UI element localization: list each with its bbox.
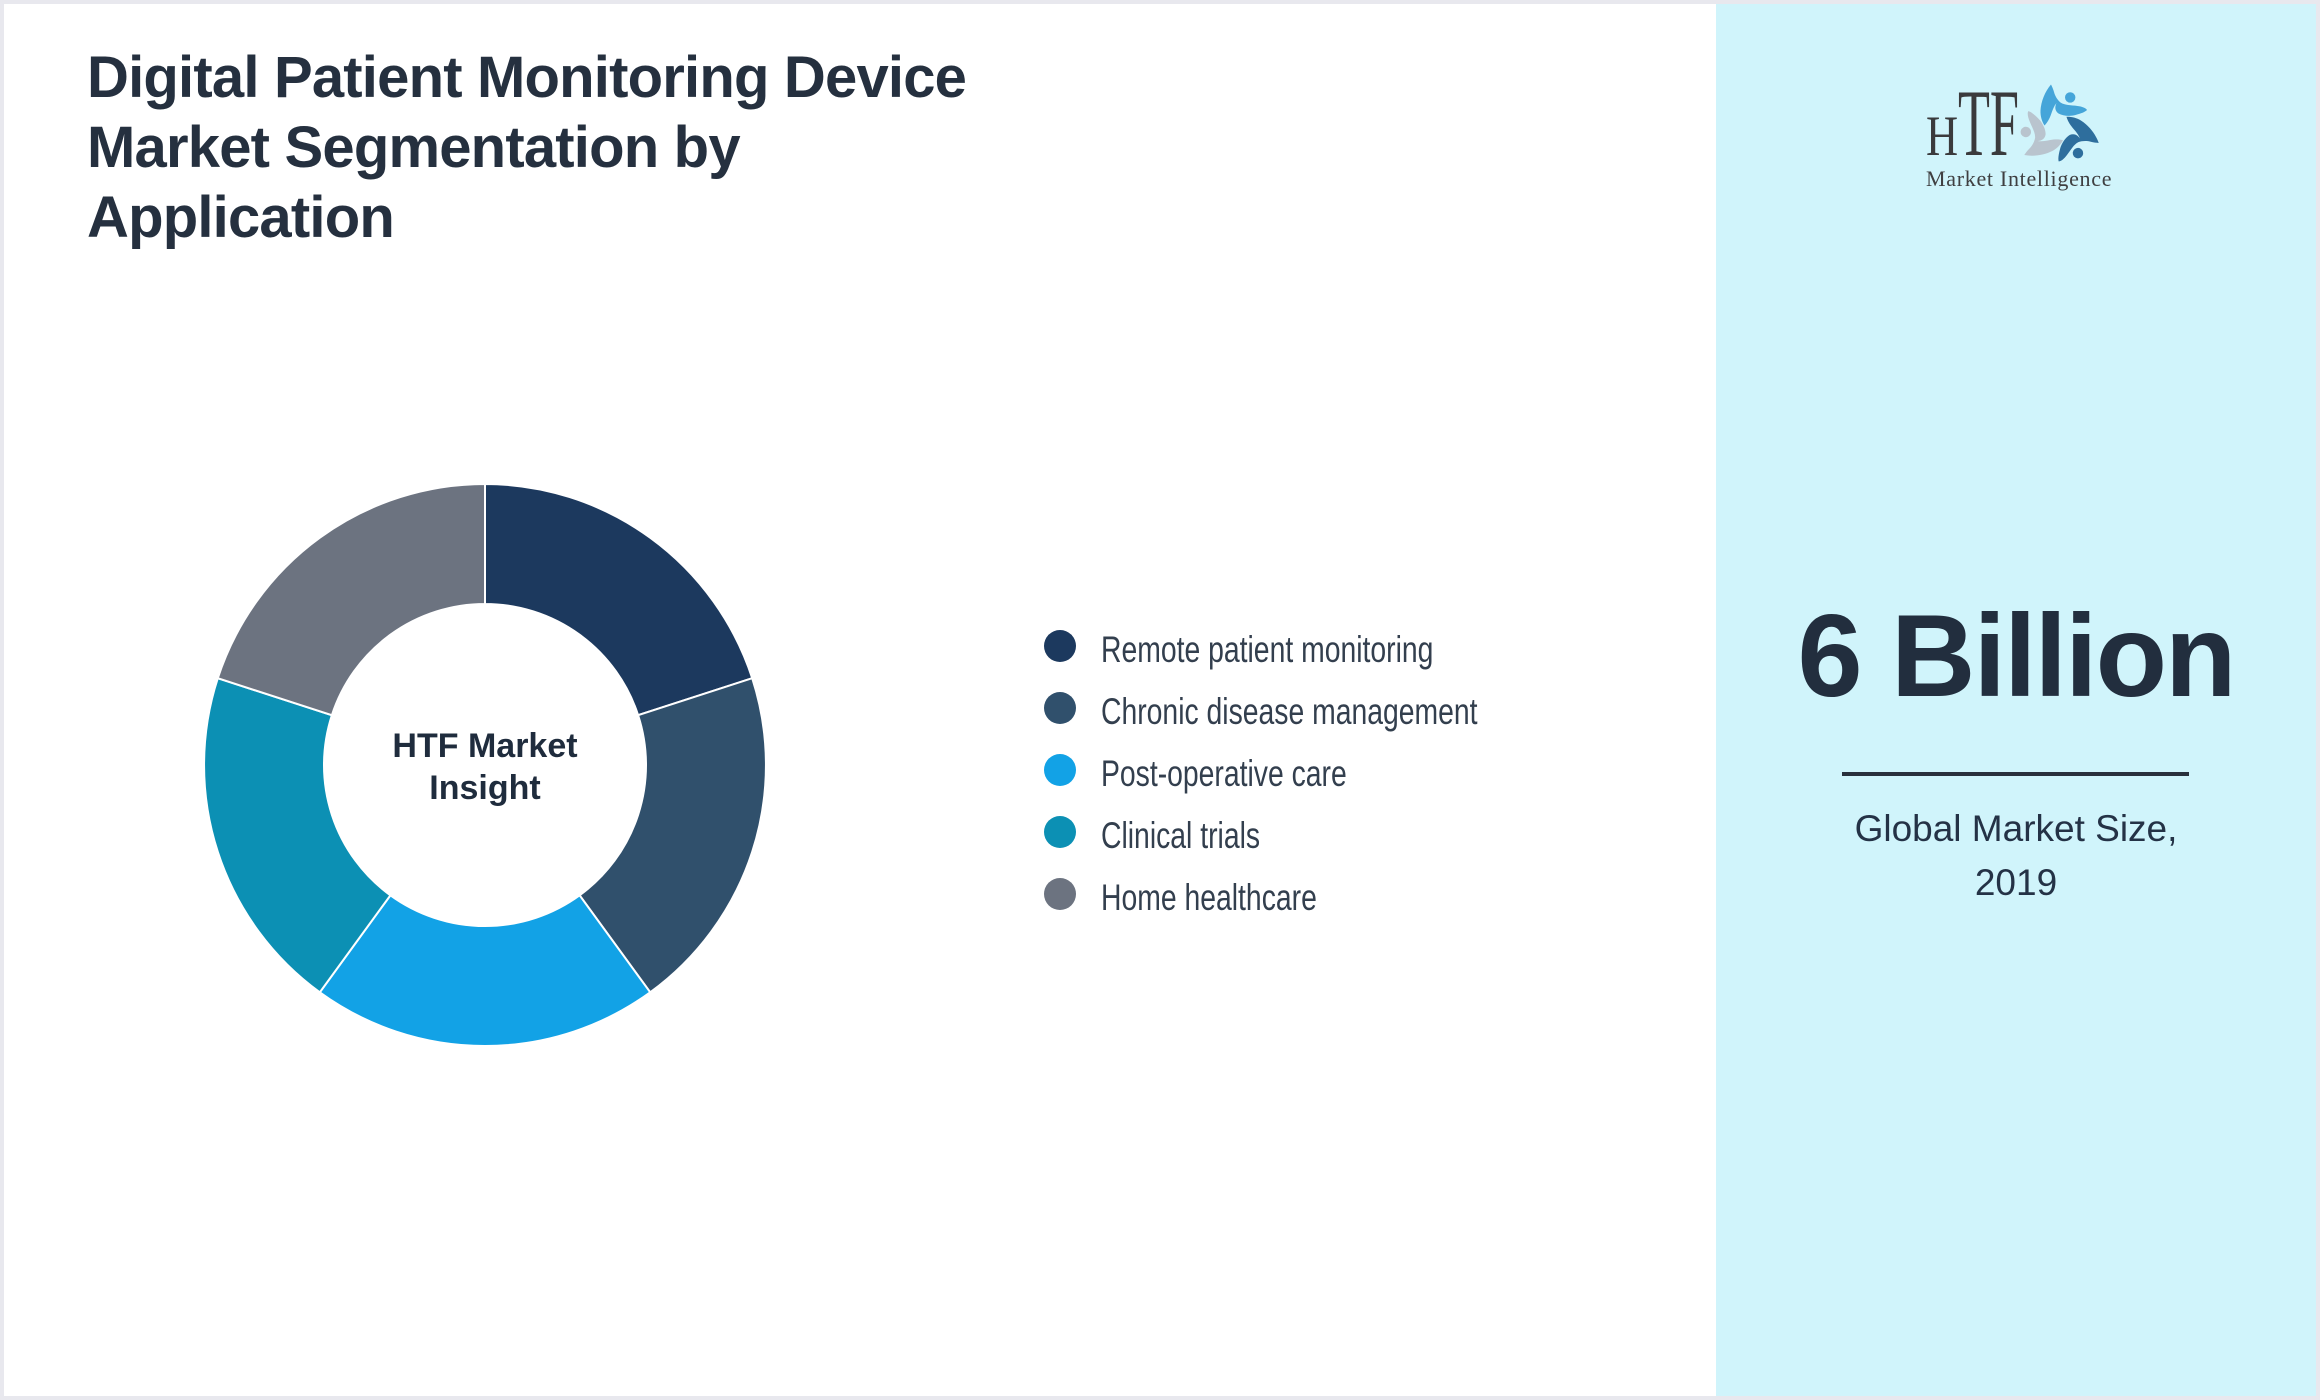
svg-text:H: H <box>1926 105 1958 169</box>
svg-text:Insight: Insight <box>429 769 540 807</box>
svg-text:HTF Market: HTF Market <box>392 727 577 765</box>
svg-text:TF: TF <box>1958 71 2019 176</box>
svg-text:Market Intelligence: Market Intelligence <box>1926 166 2112 191</box>
